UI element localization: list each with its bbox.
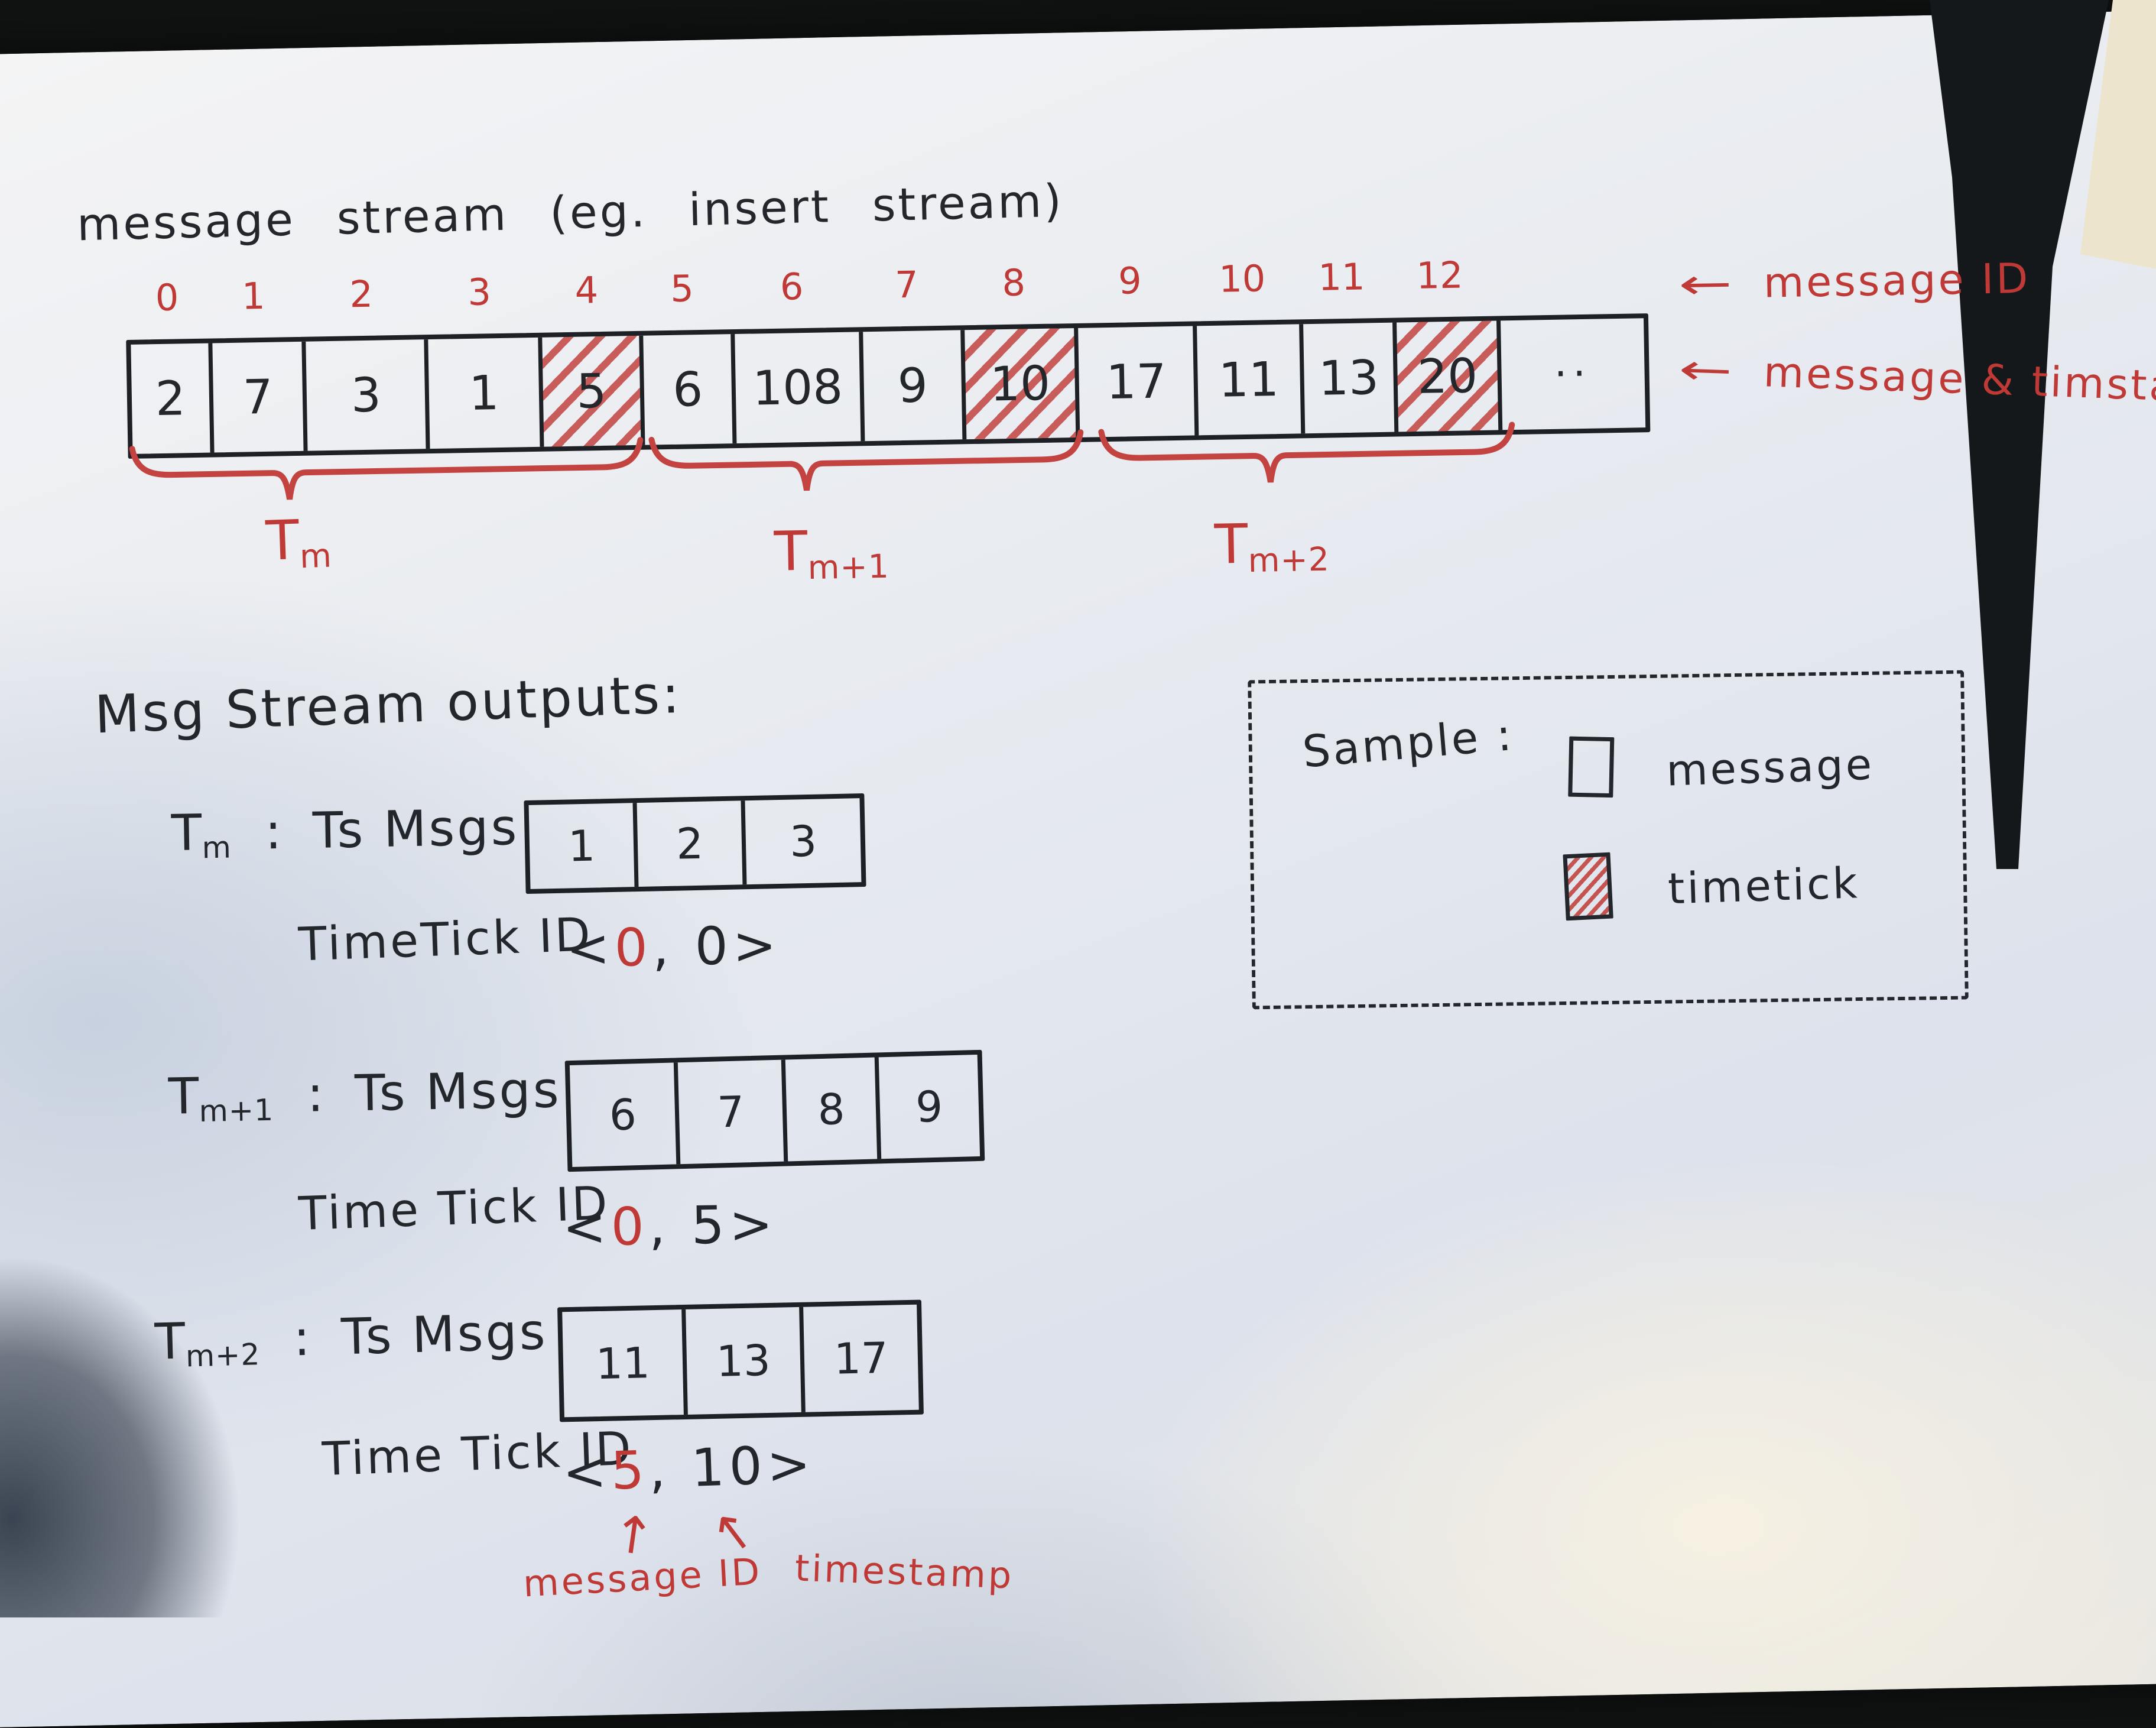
legend-item-message: message	[1665, 739, 1875, 796]
row-tm1-tick-value: <0, 5>	[562, 1194, 778, 1258]
tick-open: <	[561, 1440, 612, 1503]
tick-open: <	[566, 917, 615, 980]
stream-index: 0	[155, 275, 179, 320]
sketch-content: message stream (eg. insert stream) 0 1 2…	[76, 174, 2156, 1606]
message-timestamp-annotation: ← message & timstamp	[1678, 345, 2156, 413]
row-tm2-label: Tm+2 : Ts Msgs	[154, 1302, 548, 1374]
tick-message-id: 0	[613, 916, 653, 978]
row-tm-label: Tm : Ts Msgs	[171, 798, 519, 865]
row-t-sub: m+2	[185, 1337, 261, 1374]
epoch-label-sub: m+2	[1248, 540, 1330, 581]
epoch-label-tm1: Tm+1	[774, 518, 889, 588]
tick-timestamp: 5	[690, 1194, 730, 1256]
legend-box: Sample : message timetick	[1248, 670, 1969, 1010]
msgs-cell: 9	[874, 1054, 980, 1159]
msgs-cell: 6	[608, 1090, 637, 1140]
msgs-cell: 1	[567, 821, 596, 871]
tick-open: <	[562, 1196, 612, 1259]
left-arrow-icon: ←	[1678, 259, 1736, 309]
tick-timestamp: 10	[690, 1435, 768, 1499]
msgs-cell: 7	[673, 1059, 784, 1165]
stream-index-spacer	[1491, 250, 1641, 306]
row-msgs-label: Ts Msgs	[312, 797, 520, 860]
msgs-cell: 2	[632, 800, 743, 887]
legend-title: Sample :	[1300, 709, 1516, 778]
pointer-label-message-id: message ID	[522, 1549, 764, 1606]
tick-timestamp: 0	[694, 915, 733, 977]
corner-shadow	[0, 0, 2156, 1617]
row-t-base: T	[168, 1066, 200, 1126]
tick-sep: ,	[648, 1195, 692, 1257]
message-swatch-icon	[1568, 736, 1615, 798]
row-tm-tick-label: TimeTick ID	[297, 908, 594, 972]
brace-tm2	[1098, 422, 1515, 483]
tick-sep: ,	[647, 1437, 693, 1500]
row-tm1-label: Tm+1 : Ts Msgs	[168, 1061, 561, 1129]
msgs-cell: 3	[741, 798, 862, 885]
tick-close: >	[765, 1433, 817, 1496]
stream-index: 9	[1118, 259, 1142, 303]
epoch-braces	[129, 422, 1515, 500]
tick-sep: ,	[651, 916, 696, 978]
epoch-label-sub: m	[298, 537, 333, 576]
brace-tm1	[648, 429, 1084, 491]
tick-message-id: 5	[610, 1439, 650, 1502]
stream-index: 11	[1317, 255, 1366, 299]
stream-index: 7	[894, 262, 919, 307]
tick-close: >	[728, 1193, 778, 1256]
epoch-label-sub: m+1	[807, 547, 890, 588]
epoch-label-base: T	[265, 508, 300, 573]
row-t-sub: m	[202, 829, 232, 865]
msgs-cell: 11	[595, 1338, 651, 1389]
epoch-label-tm2: Tm+2	[1214, 511, 1330, 581]
epoch-label-tm: Tm	[265, 507, 333, 577]
brace-tm	[129, 437, 644, 500]
row-t-sub: m+1	[199, 1092, 274, 1129]
msgs-cell: 13	[681, 1306, 801, 1415]
row-tm-msgs-box: 1 2 3	[524, 793, 866, 894]
left-arrow-icon: ←	[1677, 345, 1737, 395]
row-msgs-label: Ts Msgs	[354, 1061, 562, 1123]
stream-index: 12	[1415, 253, 1464, 297]
message-id-annotation-text: message ID	[1763, 254, 2031, 307]
row-colon: :	[264, 802, 283, 861]
msgs-cell: 17	[798, 1304, 919, 1412]
page-title: message stream (eg. insert stream)	[76, 174, 1064, 251]
legend-item-timetick: timetick	[1667, 858, 1860, 914]
outputs-heading: Msg Stream outputs:	[93, 663, 683, 745]
stream-index: 2	[349, 272, 374, 316]
message-timestamp-annotation-text: message & timstamp	[1762, 348, 2156, 413]
row-tm-tick-value: <0, 0>	[566, 915, 781, 979]
stream-index: 1	[241, 274, 266, 318]
epoch-label-base: T	[774, 519, 808, 583]
stream-index: 4	[574, 268, 599, 312]
tick-close: >	[732, 914, 782, 977]
stream-index: 8	[1001, 261, 1026, 305]
row-tm1-msgs-box: 6 7 8 9	[564, 1049, 985, 1172]
row-tm2-msgs-box: 11 13 17	[557, 1299, 924, 1422]
row-t-base: T	[171, 803, 203, 863]
row-colon: :	[306, 1065, 324, 1123]
row-colon: :	[293, 1308, 311, 1367]
stream-index: 5	[670, 267, 694, 310]
row-tm2-tick-value: <5, 10>	[561, 1434, 816, 1503]
row-msgs-label: Ts Msgs	[340, 1302, 548, 1366]
stream-index: 10	[1218, 257, 1266, 301]
tick-message-id: 0	[610, 1195, 650, 1257]
pointer-label-timestamp: timestamp	[794, 1546, 1015, 1597]
stream-index: 6	[780, 265, 804, 309]
epoch-label-base: T	[1214, 512, 1249, 576]
msgs-cell: 8	[781, 1057, 877, 1162]
stream-index: 3	[467, 270, 492, 314]
message-id-annotation: ← message ID	[1678, 254, 2031, 309]
timetick-swatch-icon	[1563, 852, 1613, 921]
row-t-base: T	[154, 1312, 186, 1371]
